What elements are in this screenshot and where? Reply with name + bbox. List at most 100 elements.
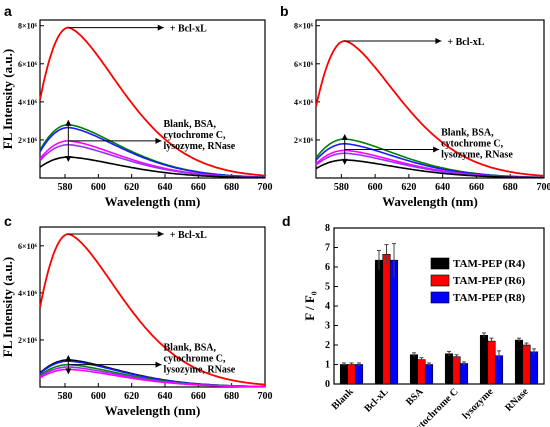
annotation-controls-line: cytochrome C, (164, 354, 227, 365)
bar-0 (479, 334, 489, 385)
annotation-controls-line: Blank, BSA, (164, 119, 217, 130)
bar-1 (452, 356, 461, 385)
x-axis-title: Wavelength (nm) (382, 194, 478, 209)
x-tick-label: 700 (537, 182, 550, 193)
annotation-arrowhead-top (157, 24, 164, 31)
bar-0 (339, 364, 349, 385)
annotation-arrowhead-top (157, 231, 164, 238)
annotation-bcl-xl: + Bcl-xL (170, 24, 207, 35)
y-tick-label: 7 (325, 243, 330, 254)
y-tick-label: 4 (325, 301, 330, 312)
y-tick-label: 2×10⁶ (294, 136, 314, 145)
spectrum-line-5 (315, 159, 544, 179)
x-axis-title: Wavelength (nm) (105, 403, 201, 418)
annotation-controls-line: Blank, BSA, (164, 343, 217, 354)
legend-label-1: TAM-PEP (R6) (453, 275, 526, 287)
x-tick-label: 600 (91, 182, 106, 193)
spectrum-line-0 (39, 233, 266, 386)
bar-1 (417, 359, 426, 385)
y-tick-label: 0 (325, 379, 330, 390)
plot-frame (39, 226, 266, 388)
x-tick-label: 620 (401, 182, 416, 193)
y-tick-label: 4×10⁶ (18, 98, 38, 107)
bar-1 (382, 254, 391, 385)
y-tick-label: 2 (325, 340, 330, 351)
plot-frame (315, 19, 545, 179)
annotation-bcl-xl: + Bcl-xL (447, 37, 484, 48)
annotation-arrowhead-down (65, 368, 72, 375)
y-tick-label: 2×10⁶ (18, 336, 38, 345)
x-tick-label: 700 (258, 182, 273, 193)
x-tick-label: 660 (191, 391, 206, 402)
annotation-arrowhead-up (65, 354, 72, 361)
legend-swatch-2 (430, 291, 450, 304)
y-tick-label: 6×10⁶ (18, 242, 38, 251)
bar-0 (444, 353, 454, 385)
bar-1 (487, 340, 496, 385)
annotation-arrowhead-down (65, 156, 72, 163)
x-tick-label: 640 (435, 182, 450, 193)
legend-swatch-0 (430, 257, 450, 270)
x-tick-label: 580 (58, 182, 73, 193)
panel-c-chart: 580 600 620 640 660 680 700 2×10⁶ 4×10⁶ 6×10⁶ Wave… (0, 226, 273, 418)
category-label: lysozyme (460, 386, 496, 422)
x-tick-label: 660 (469, 182, 484, 193)
annotation-bcl-xl: + Bcl-xL (170, 230, 207, 241)
y-tick-label: 4×10⁶ (18, 289, 38, 298)
bar-1 (347, 364, 356, 385)
panel-label-d: d (282, 213, 291, 229)
legend-label-2: TAM-PEP (R8) (453, 292, 526, 304)
x-tick-label: 580 (334, 182, 349, 193)
x-tick-label: 680 (224, 182, 239, 193)
spectrum-line-0 (39, 26, 266, 177)
annotation-controls-line: lysozyme, RNase (441, 149, 513, 160)
annotation-controls-line: lysozyme, RNase (164, 141, 236, 152)
panel-b-chart: 580 600 620 640 660 680 700 2×10⁶ 4×10⁶ 6×10⁶ 8×10… (294, 19, 550, 209)
bar-0 (514, 339, 524, 385)
x-tick-label: 620 (124, 182, 139, 193)
y-axis-title: FL Intensity (a.u.) (0, 257, 15, 357)
annotation-arrowhead-bottom (155, 361, 162, 368)
annotation-controls-line: cytochrome C, (164, 130, 227, 141)
annotation-arrowhead-up (65, 119, 72, 126)
bar-2 (354, 364, 364, 385)
x-tick-label: 680 (224, 391, 239, 402)
x-tick-label: 600 (91, 391, 106, 402)
category-label: Bcl-xL (362, 386, 390, 414)
y-tick-label: 2×10⁶ (18, 136, 38, 145)
bar-2 (529, 351, 539, 385)
annotation-controls-line: Blank, BSA, (441, 127, 494, 138)
bar-0 (374, 259, 384, 385)
spectrum-line-2 (39, 126, 265, 178)
x-tick-label: 680 (503, 182, 518, 193)
y-tick-label: 5 (325, 282, 330, 293)
y-tick-label: 6 (325, 262, 330, 273)
annotation-arrowhead-up (341, 133, 348, 140)
spectrum-line-5 (39, 368, 265, 388)
x-tick-label: 580 (58, 391, 73, 402)
plot-frame (39, 19, 266, 179)
y-axis-title: F / F₀ (302, 291, 317, 321)
y-tick-label: 8×10⁶ (294, 22, 314, 31)
panel-label-b: b (280, 3, 289, 19)
panel-label-c: c (4, 213, 12, 229)
annotation-arrowhead-top (435, 37, 442, 44)
x-axis-title: Wavelength (nm) (105, 194, 201, 209)
y-tick-label: 6×10⁶ (294, 60, 314, 69)
x-tick-label: 600 (368, 182, 383, 193)
bar-1 (522, 344, 531, 385)
spectrum-line-5 (39, 156, 266, 179)
x-tick-label: 620 (124, 391, 139, 402)
x-tick-label: 640 (158, 182, 173, 193)
annotation-controls-line: lysozyme, RNase (164, 365, 236, 376)
y-tick-label: 8×10⁶ (18, 22, 38, 31)
panel-label-a: a (4, 3, 12, 19)
annotation-controls-line: cytochrome C, (441, 138, 504, 149)
x-tick-label: 700 (258, 391, 273, 402)
panel-a-chart: 580 600 620 640 660 680 700 2×10⁶ 4×10⁶ 6×10⁶ 8×10… (0, 19, 273, 209)
bar-2 (389, 259, 399, 385)
spectrum-line-0 (315, 39, 545, 177)
y-axis-title: FL Intensity (a.u.) (0, 49, 15, 149)
